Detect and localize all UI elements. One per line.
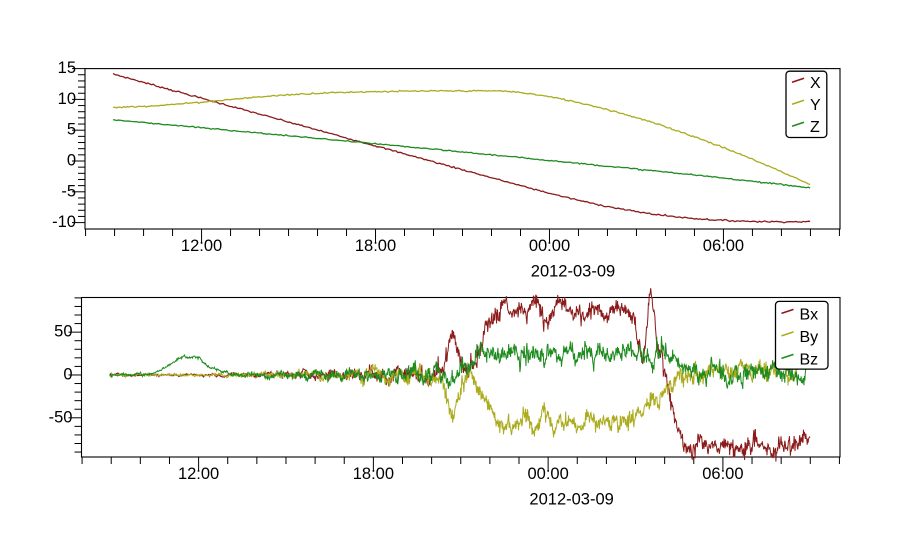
svg-text:12:00: 12:00 [181,237,222,255]
svg-text:50: 50 [54,323,72,341]
svg-text:By: By [800,329,819,346]
svg-text:00:00: 00:00 [527,465,568,483]
svg-text:2012-03-09: 2012-03-09 [531,263,615,281]
svg-text:0: 0 [63,365,72,383]
svg-text:X: X [810,75,821,92]
svg-text:15: 15 [58,59,76,77]
svg-text:Bx: Bx [800,306,819,323]
svg-text:0: 0 [67,152,76,170]
svg-text:18:00: 18:00 [355,237,396,255]
svg-text:-5: -5 [61,182,76,200]
svg-text:Z: Z [810,119,820,136]
svg-text:Bz: Bz [800,351,819,368]
svg-text:06:00: 06:00 [703,237,744,255]
svg-text:00:00: 00:00 [529,237,570,255]
svg-text:-50: -50 [49,408,73,426]
svg-text:2012-03-09: 2012-03-09 [529,491,613,509]
svg-text:06:00: 06:00 [702,465,743,483]
svg-text:18:00: 18:00 [353,465,394,483]
svg-text:10: 10 [58,90,76,108]
svg-text:5: 5 [67,121,76,139]
svg-text:Y: Y [810,97,821,114]
svg-text:12:00: 12:00 [178,465,219,483]
svg-text:-10: -10 [52,213,76,231]
